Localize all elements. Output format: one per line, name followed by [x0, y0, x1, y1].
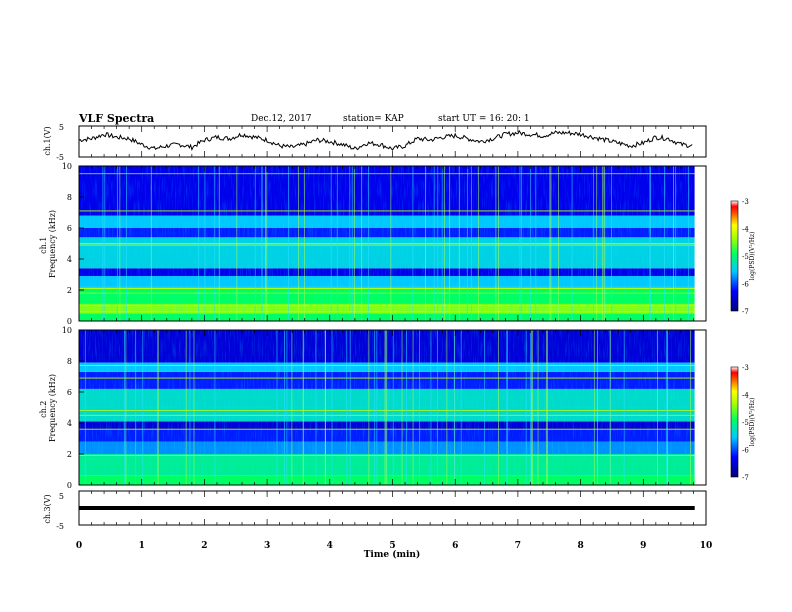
colorbar-tick-label: -3: [742, 198, 749, 206]
ch1-spectrogram-x-ticks: [78, 166, 707, 321]
time-tick-label: 5: [389, 541, 395, 551]
time-tick-label: 10: [700, 541, 713, 551]
colorbar-tick-label: -5: [742, 419, 749, 427]
time-tick-label: 7: [515, 541, 521, 551]
colorbar-tick-label: -7: [742, 474, 749, 482]
ch3-ylabel: ch.3(V): [43, 494, 52, 523]
ch2-spectrogram-texture: [79, 330, 692, 485]
ch2-ylabel-channel: ch.2: [39, 401, 48, 418]
ch2-spectrogram-x-ticks: [78, 330, 707, 485]
freq-tick-label: 10: [62, 326, 72, 335]
freq-tick-label: 10: [62, 162, 72, 171]
ch1-x-ticks: [78, 126, 707, 157]
ch1-ytick-bottom: -5: [56, 153, 64, 162]
ch2-colorbar-gradient: [730, 366, 739, 478]
ch1-spectrogram-ylabel: ch.1 Frequency (kHz): [39, 210, 57, 278]
ch2-spectrogram-ylabel: ch.2 Frequency (kHz): [39, 374, 57, 442]
freq-tick-label: 0: [67, 317, 72, 326]
freq-tick-label: 2: [67, 286, 72, 295]
colorbar-tick-label: -7: [742, 308, 749, 316]
time-tick-label: 2: [201, 541, 207, 551]
ch1-ylabel-freq: Frequency (kHz): [48, 210, 57, 278]
ch2-spectrogram-y-ticks: 0 2 4 6 8 10: [62, 326, 84, 490]
ch3-ytick-bottom: -5: [56, 522, 64, 531]
colorbar-tick-label: -6: [742, 281, 749, 289]
no-data-strip: [694, 330, 706, 485]
ch3-waveform-panel: 5 -5 ch.3(V) 0 1 2 3 4 5 6 7 8 9 10 Time (min): [43, 490, 712, 560]
time-tick-label: 3: [264, 541, 270, 551]
ch2-spectrogram-panel: 0 2 4 6 8 10 ch.2 Frequency (kHz): [39, 326, 707, 490]
freq-tick-label: 6: [67, 224, 72, 233]
ch1-spectrogram-y-ticks: 0 2 4 6 8 10: [62, 162, 84, 326]
ch2-colorbar-label: log(PSD)(V²/Hz): [749, 398, 756, 447]
time-tick-label: 9: [640, 541, 646, 551]
ch2-colorbar-ticks: -3 -4 -5 -6 -7: [742, 364, 749, 482]
ch1-ylabel-channel: ch.1: [39, 237, 48, 254]
ch1-colorbar-ticks: -3 -4 -5 -6 -7: [742, 198, 749, 316]
station-label: station= KAP: [343, 114, 404, 124]
freq-tick-label: 2: [67, 450, 72, 459]
time-tick-label: 4: [327, 541, 333, 551]
freq-tick-label: 4: [67, 255, 72, 264]
colorbar-tick-label: -5: [742, 253, 749, 261]
time-tick-labels: 0 1 2 3 4 5 6 7 8 9 10: [76, 541, 712, 551]
x-axis-label: Time (min): [364, 549, 421, 560]
ch1-colorbar-label: log(PSD)(V²/Hz): [749, 232, 756, 281]
ch3-x-ticks: [78, 491, 707, 525]
freq-tick-label: 8: [67, 357, 72, 366]
time-tick-label: 6: [452, 541, 458, 551]
ch1-colorbar-gradient: [730, 200, 739, 312]
ch1-colorbar: -3 -4 -5 -6 -7 log(PSD)(V²/Hz): [730, 198, 756, 316]
colorbar-tick-label: -4: [742, 392, 749, 400]
ch1-waveform-panel: 5 -5 ch.1(V): [43, 123, 707, 162]
freq-tick-label: 0: [67, 481, 72, 490]
freq-tick-label: 4: [67, 419, 72, 428]
time-tick-label: 1: [139, 541, 145, 551]
ch1-waveform-line: [78, 129, 693, 151]
ch1-ylabel: ch.1(V): [43, 126, 52, 155]
time-tick-label: 8: [577, 541, 583, 551]
ch1-spectrogram-texture: [79, 166, 692, 321]
ch2-ylabel-freq: Frequency (kHz): [48, 374, 57, 442]
chart-title: VLF Spectra: [79, 112, 155, 125]
date-label: Dec.12, 2017: [251, 114, 312, 124]
time-tick-label: 0: [76, 541, 82, 551]
start-time-label: start UT = 16: 20: 1: [438, 114, 530, 124]
freq-tick-label: 6: [67, 388, 72, 397]
ch1-ytick-top: 5: [59, 123, 64, 132]
no-data-strip: [694, 166, 706, 321]
ch3-ytick-top: 5: [59, 492, 64, 501]
ch2-colorbar: -3 -4 -5 -6 -7 log(PSD)(V²/Hz): [730, 364, 756, 482]
freq-tick-label: 8: [67, 193, 72, 202]
colorbar-tick-label: -4: [742, 226, 749, 234]
ch1-spectrogram-panel: 0 2 4 6 8 10 ch.1 Frequency (kHz): [39, 162, 707, 326]
colorbar-tick-label: -3: [742, 364, 749, 372]
colorbar-tick-label: -6: [742, 447, 749, 455]
